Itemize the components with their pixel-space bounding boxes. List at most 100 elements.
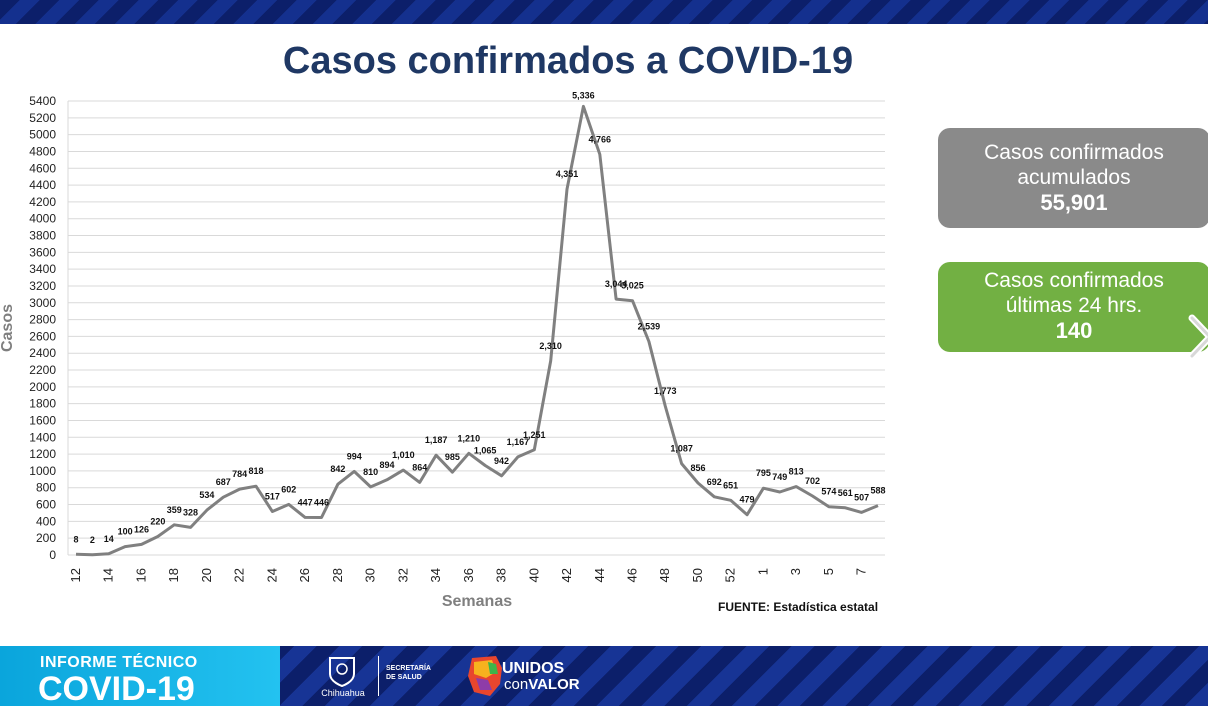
state-name: Chihuahua (321, 688, 365, 698)
data-label: 220 (150, 517, 165, 527)
accumulated-cases-card: Casos confirmados acumulados 55,901 (938, 128, 1208, 228)
logo-divider (378, 656, 379, 696)
data-label: 1,087 (670, 444, 693, 454)
last-24h-cases-card: Casos confirmados últimas 24 hrs. 140 (938, 262, 1208, 352)
data-label: 1,167 (507, 437, 530, 447)
x-axis-label: Semanas (442, 593, 512, 610)
top-banner (0, 0, 1208, 24)
report-badge: INFORME TÉCNICO COVID-19 (0, 646, 280, 708)
data-label: 8 (73, 534, 78, 544)
x-tick-label: 26 (297, 568, 312, 582)
y-tick-label: 3800 (29, 229, 56, 243)
x-tick-label: 38 (494, 568, 509, 582)
y-tick-label: 600 (36, 498, 56, 512)
data-label: 479 (740, 495, 755, 505)
x-tick-label: 5 (821, 568, 836, 575)
x-tick-label: 1 (755, 568, 770, 575)
data-label: 795 (756, 468, 771, 478)
y-tick-label: 1800 (29, 397, 56, 411)
y-tick-label: 1600 (29, 413, 56, 427)
data-label: 692 (707, 477, 722, 487)
data-label: 447 (298, 497, 313, 507)
x-tick-label: 20 (199, 568, 214, 582)
data-label: 749 (772, 472, 787, 482)
x-tick-label: 24 (264, 568, 279, 582)
y-axis-label: Casos (0, 304, 16, 352)
y-tick-label: 1000 (29, 464, 56, 478)
data-label: 810 (363, 467, 378, 477)
data-label: 5,336 (572, 90, 595, 100)
secretaria-line1: SECRETARÍA (386, 665, 431, 672)
chart-grid (67, 100, 885, 556)
data-label: 588 (870, 486, 885, 496)
accumulated-label-line1: Casos confirmados (984, 141, 1164, 164)
x-tick-label: 32 (395, 568, 410, 582)
data-label: 942 (494, 456, 509, 466)
report-line1: INFORME TÉCNICO (40, 654, 198, 671)
data-label: 359 (167, 505, 182, 515)
slogan-line2: conVALOR (504, 676, 580, 693)
y-tick-label: 4400 (29, 178, 56, 192)
data-label: 574 (821, 487, 836, 497)
data-label: 507 (854, 492, 869, 502)
x-tick-label: 16 (133, 568, 148, 582)
data-label: 2,310 (539, 341, 562, 351)
data-label: 856 (690, 463, 705, 473)
data-label: 561 (838, 488, 853, 498)
y-axis-ticks: 0 200 400 600 800 1000 1200 1400 1600 1800 2000 220… (29, 94, 56, 562)
y-tick-label: 800 (36, 481, 56, 495)
x-tick-label: 3 (788, 568, 803, 575)
secretaria-label: SECRETARÍA DE SALUD (386, 664, 431, 682)
data-label: 3,044 (605, 279, 628, 289)
series-line (75, 104, 879, 557)
data-label: 328 (183, 507, 198, 517)
chevron-right-icon[interactable] (1186, 314, 1208, 360)
data-label: 813 (789, 467, 804, 477)
data-label: 651 (723, 480, 738, 490)
x-tick-label: 48 (657, 568, 672, 582)
data-label: 702 (805, 476, 820, 486)
x-tick-label: 7 (854, 568, 869, 575)
y-tick-label: 1200 (29, 447, 56, 461)
data-label: 126 (134, 524, 149, 534)
data-label: 1,251 (523, 430, 546, 440)
y-tick-label: 5200 (29, 111, 56, 125)
y-tick-label: 400 (36, 514, 56, 528)
y-tick-label: 1400 (29, 430, 56, 444)
data-label: 818 (249, 466, 264, 476)
footer-banner: INFORME TÉCNICO COVID-19 Chihuahua SECRE… (0, 646, 1208, 708)
x-tick-label: 46 (624, 568, 639, 582)
accumulated-label-line2: acumulados (1017, 166, 1131, 189)
data-label: 1,773 (654, 386, 677, 396)
chihuahua-shield-icon (329, 657, 355, 688)
data-label: 864 (412, 462, 427, 472)
y-tick-label: 5000 (29, 128, 56, 142)
x-tick-label: 42 (559, 568, 574, 582)
data-label: 2 (90, 535, 95, 545)
x-tick-label: 14 (101, 568, 116, 582)
source-note: FUENTE: Estadística estatal (718, 600, 879, 614)
data-label: 1,210 (458, 433, 481, 443)
last24-label-line2: últimas 24 hrs. (1005, 294, 1143, 317)
y-tick-label: 4000 (29, 212, 56, 226)
last24-label-line1: Casos confirmados (984, 269, 1164, 292)
secretaria-line2: DE SALUD (386, 674, 422, 681)
data-label: 1,187 (425, 435, 448, 445)
data-label: 602 (281, 484, 296, 494)
x-axis-ticks: 12 14 16 18 20 22 24 26 28 30 32 34 36 38 40 42 44 46 48 50… (68, 568, 869, 582)
data-label: 985 (445, 452, 460, 462)
y-tick-label: 3000 (29, 296, 56, 310)
line-chart: 0200400600800100012001400160018002000220… (0, 90, 886, 610)
data-label: 1,065 (474, 445, 497, 455)
slogan-valor: VALOR (528, 676, 580, 693)
data-label: 687 (216, 477, 231, 487)
data-label: 14 (104, 534, 114, 544)
y-tick-label: 2200 (29, 363, 56, 377)
y-tick-label: 2600 (29, 329, 56, 343)
x-tick-label: 36 (461, 568, 476, 582)
state-map-icon (468, 656, 502, 696)
x-tick-label: 40 (526, 568, 541, 582)
x-tick-label: 34 (428, 568, 443, 582)
x-tick-label: 52 (723, 568, 738, 582)
